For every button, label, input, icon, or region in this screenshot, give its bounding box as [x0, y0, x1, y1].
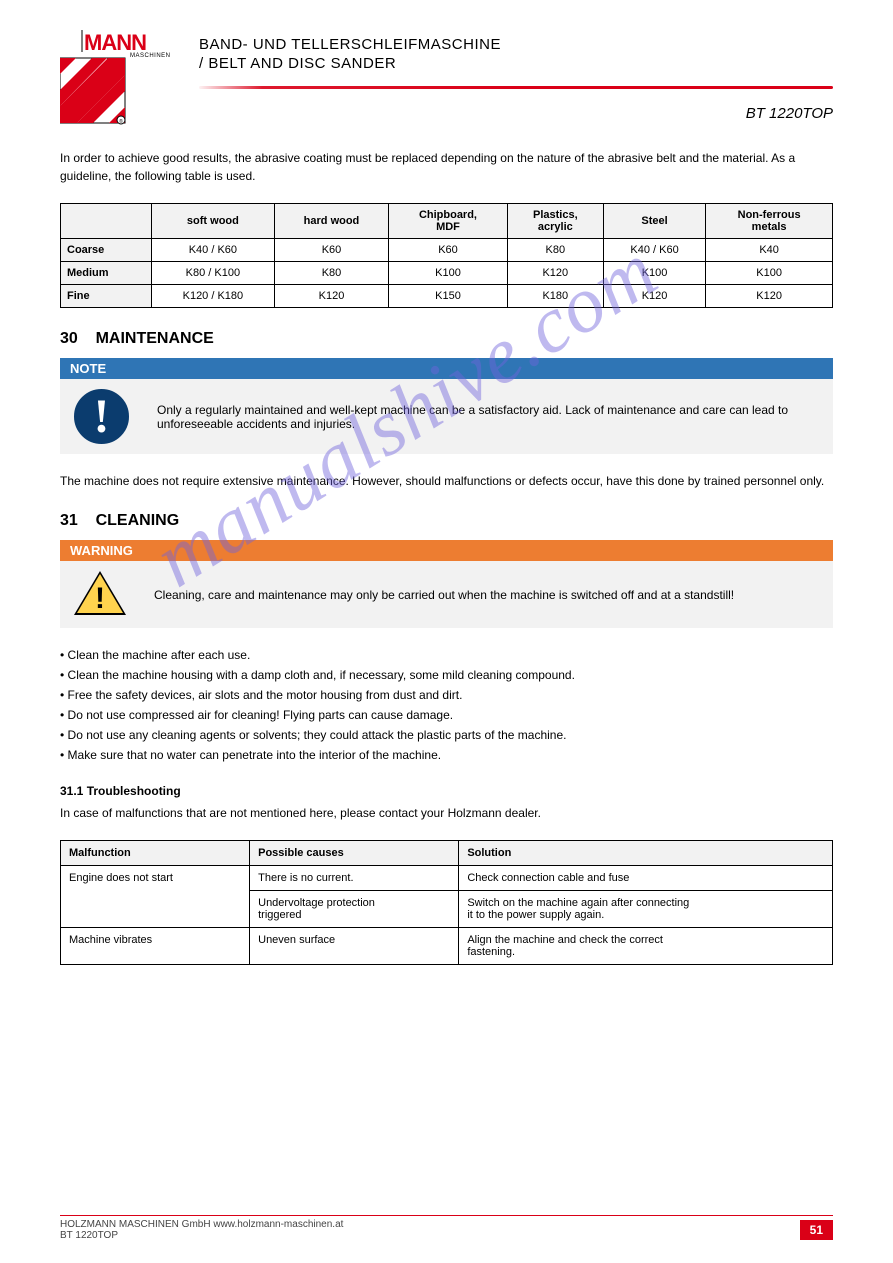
troubleshoot-table: MalfunctionPossible causesSolution Engin…: [60, 840, 833, 965]
table1-cell: K100: [603, 262, 705, 285]
cleaning-list-item: • Free the safety devices, air slots and…: [60, 686, 833, 704]
trouble-cell: Uneven surface: [250, 928, 459, 965]
title-de: BAND- UND TELLERSCHLEIFMASCHINE: [199, 36, 833, 53]
section-num: 30: [60, 330, 78, 347]
warning-icon: !: [74, 571, 126, 615]
svg-text:MANN: MANN: [84, 30, 146, 55]
table1-header: Non-ferrousmetals: [706, 204, 833, 239]
cleaning-list-item: • Make sure that no water can penetrate …: [60, 746, 833, 764]
table1-cell: K150: [389, 285, 508, 308]
logo-svg: ® HOLZ MANN MASCHINEN: [60, 28, 175, 126]
table1-cell: K80 / K100: [152, 262, 275, 285]
table1-cell: K60: [389, 239, 508, 262]
subsection-31-1-title: 31.1 Troubleshooting: [60, 782, 833, 800]
footer: HOLZMANN MASCHINEN GmbH www.holzmann-mas…: [60, 1215, 833, 1241]
trouble-header: Malfunction: [61, 841, 250, 866]
table1-cell: K120 / K180: [152, 285, 275, 308]
table1-cell: K120: [507, 262, 603, 285]
table1-rowhead: Coarse: [61, 239, 152, 262]
table1-header: soft wood: [152, 204, 275, 239]
trouble-cell: Engine does not start: [61, 866, 250, 928]
section-30-heading: 30 MAINTENANCE: [60, 330, 833, 348]
trouble-cell: Undervoltage protectiontriggered: [250, 891, 459, 928]
logo: ® HOLZ MANN MASCHINEN: [60, 28, 175, 131]
cleaning-list-item: • Clean the machine housing with a damp …: [60, 666, 833, 684]
section-title: MAINTENANCE: [96, 330, 214, 347]
table1-header: hard wood: [274, 204, 388, 239]
header: ® HOLZ MANN MASCHINEN BAND- UND TELLERSC…: [60, 28, 833, 131]
table1-cell: K60: [274, 239, 388, 262]
intro-text: In order to achieve good results, the ab…: [60, 149, 833, 185]
table1-rowhead: Fine: [61, 285, 152, 308]
section-31-heading: 31 CLEANING: [60, 512, 833, 530]
cleaning-list-item: • Do not use any cleaning agents or solv…: [60, 726, 833, 744]
note-callout: NOTE ! Only a regularly maintained and w…: [60, 358, 833, 454]
table1-cell: K120: [274, 285, 388, 308]
table1-cell: K100: [706, 262, 833, 285]
trouble-cell: Switch on the machine again after connec…: [459, 891, 833, 928]
footer-left: HOLZMANN MASCHINEN GmbH www.holzmann-mas…: [60, 1219, 343, 1241]
cleaning-list: • Clean the machine after each use. • Cle…: [60, 646, 833, 764]
table1-cell: K40: [706, 239, 833, 262]
trouble-header: Solution: [459, 841, 833, 866]
table1-header: Chipboard,MDF: [389, 204, 508, 239]
table1-cell: K100: [389, 262, 508, 285]
warning-bar: WARNING: [60, 540, 833, 561]
title-en: / BELT AND DISC SANDER: [199, 55, 833, 72]
table1-cell: K80: [507, 239, 603, 262]
table1-header: [61, 204, 152, 239]
table1-cell: K120: [603, 285, 705, 308]
section-title: CLEANING: [96, 512, 180, 529]
warning-icon-cell: !: [60, 561, 140, 628]
trouble-cell: There is no current.: [250, 866, 459, 891]
note-bar: NOTE: [60, 358, 833, 379]
page-number-badge: 51: [800, 1220, 833, 1240]
trouble-cell: Machine vibrates: [61, 928, 250, 965]
section-num: 31: [60, 512, 78, 529]
page: manualshive.com ® HOLZ MANN: [0, 0, 893, 1263]
cleaning-list-item: • Do not use compressed air for cleaning…: [60, 706, 833, 724]
section-30-after: The machine does not require extensive m…: [60, 472, 833, 490]
model: BT 1220TOP: [199, 105, 833, 122]
title-column: BAND- UND TELLERSCHLEIFMASCHINE / BELT A…: [199, 28, 833, 122]
warning-callout: WARNING ! Cleaning, care and maintenance…: [60, 540, 833, 628]
table1-cell: K40 / K60: [603, 239, 705, 262]
table1-rowhead: Medium: [61, 262, 152, 285]
table1-cell: K80: [274, 262, 388, 285]
trouble-cell: Check connection cable and fuse: [459, 866, 833, 891]
trouble-cell: Align the machine and check the correctf…: [459, 928, 833, 965]
svg-text:MASCHINEN: MASCHINEN: [130, 53, 171, 59]
note-body: Only a regularly maintained and well-kep…: [143, 379, 833, 454]
table1-cell: K180: [507, 285, 603, 308]
mandatory-icon-cell: !: [60, 379, 143, 454]
red-rule: [199, 86, 833, 89]
warning-body: Cleaning, care and maintenance may only …: [140, 561, 833, 628]
cleaning-list-item: • Clean the machine after each use.: [60, 646, 833, 664]
trouble-header: Possible causes: [250, 841, 459, 866]
mandatory-icon: !: [74, 389, 129, 444]
svg-text:®: ®: [119, 118, 123, 125]
table1-cell: K120: [706, 285, 833, 308]
table1-header: Steel: [603, 204, 705, 239]
abrasive-table: soft woodhard woodChipboard,MDFPlastics,…: [60, 203, 833, 308]
table1-cell: K40 / K60: [152, 239, 275, 262]
troubleshoot-intro: In case of malfunctions that are not men…: [60, 804, 833, 822]
table1-header: Plastics,acrylic: [507, 204, 603, 239]
